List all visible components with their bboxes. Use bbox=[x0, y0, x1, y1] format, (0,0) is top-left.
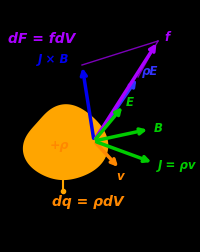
Text: J = ρv: J = ρv bbox=[158, 159, 196, 172]
Text: +ρ: +ρ bbox=[50, 139, 70, 151]
Text: B: B bbox=[154, 122, 163, 136]
Text: ρE: ρE bbox=[142, 65, 158, 78]
Text: dq = ρdV: dq = ρdV bbox=[52, 195, 124, 209]
Text: J × B: J × B bbox=[38, 52, 70, 66]
Text: dF = fdV: dF = fdV bbox=[8, 32, 75, 46]
Text: f: f bbox=[164, 30, 169, 44]
Polygon shape bbox=[23, 104, 108, 180]
Text: v: v bbox=[116, 171, 124, 183]
Text: E: E bbox=[126, 97, 134, 110]
